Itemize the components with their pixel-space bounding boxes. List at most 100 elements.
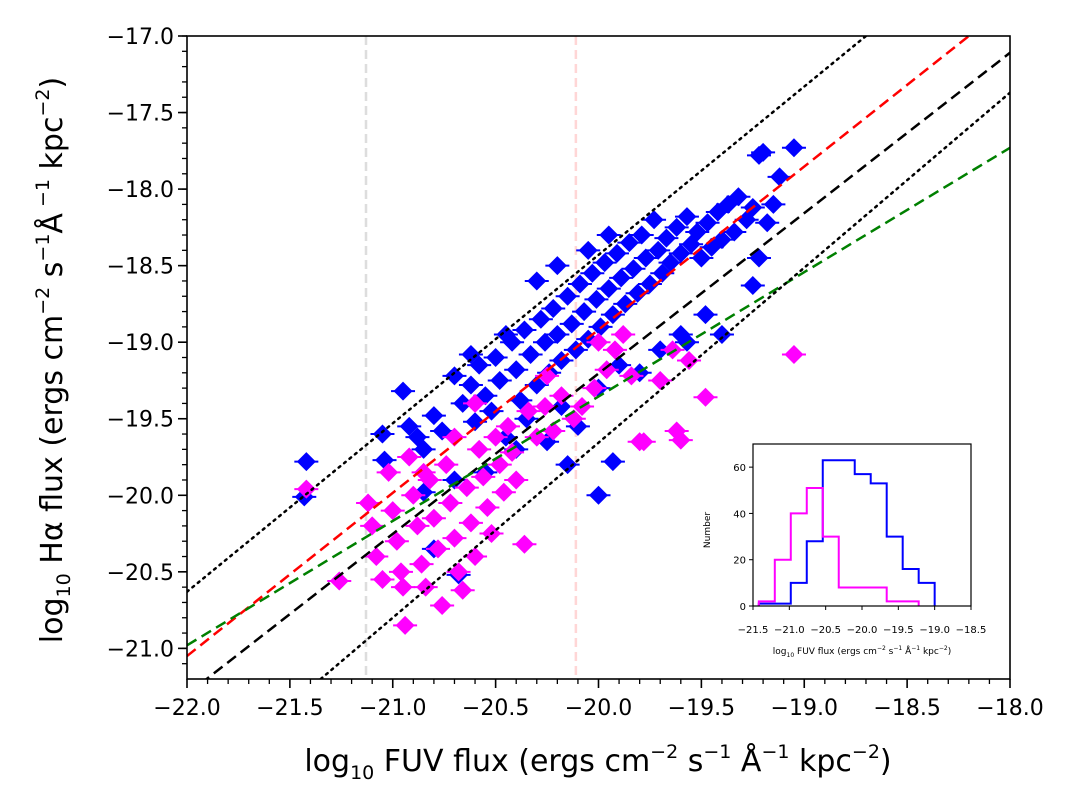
blue-point-78 xyxy=(784,138,804,158)
blue-point-102 xyxy=(461,344,481,364)
magenta-point-35 xyxy=(498,416,518,436)
blue-point-11 xyxy=(453,393,473,413)
magenta-point-2 xyxy=(358,493,378,513)
magenta-point-48 xyxy=(605,340,625,360)
magenta-point-0 xyxy=(296,479,316,499)
magenta-point-52 xyxy=(650,370,670,390)
inset-background xyxy=(753,444,971,606)
blue-point-106 xyxy=(527,271,547,291)
inset-x-tick-label-0: −21.5 xyxy=(738,625,769,636)
blue-point-62 xyxy=(687,222,707,242)
magenta-point-8 xyxy=(387,531,407,551)
blue-point-103 xyxy=(496,325,516,345)
one-to-one-line xyxy=(204,51,1010,679)
x-tick-label-8: −18.0 xyxy=(976,696,1043,721)
blue-point-74 xyxy=(753,142,773,162)
blue-point-57 xyxy=(661,253,681,273)
magenta-point-65 xyxy=(393,577,413,597)
y-tick-label-2: −20.0 xyxy=(107,484,174,509)
blue-point-64 xyxy=(698,213,718,233)
magenta-point-28 xyxy=(469,439,489,459)
magenta-point-5 xyxy=(372,569,392,589)
magenta-point-4 xyxy=(366,547,386,567)
blue-point-41 xyxy=(595,253,615,273)
magenta-point-17 xyxy=(424,508,444,528)
blue-point-104 xyxy=(578,240,598,260)
magenta-point-62 xyxy=(465,393,485,413)
blue-point-32 xyxy=(558,286,578,306)
blue-point-4 xyxy=(393,381,413,401)
blue-point-75 xyxy=(757,213,777,233)
blue-histogram-step xyxy=(757,459,936,606)
inset-x-tick-label-5: −19.0 xyxy=(919,625,950,636)
magenta-point-9 xyxy=(391,562,411,582)
inset-y-tick-label-0: 0 xyxy=(740,602,746,613)
inset-x-axis-title: log10 FUV flux (ergs cm−2 s−1 Å−1 kpc−2) xyxy=(773,645,951,659)
magenta-point-26 xyxy=(461,513,481,533)
magenta-point-42 xyxy=(543,421,563,441)
blue-point-101 xyxy=(671,325,691,345)
inset-x-tick-label-1: −21.0 xyxy=(774,625,805,636)
blue-point-33 xyxy=(562,314,582,334)
upper-dotted-line xyxy=(187,36,868,593)
magenta-point-24 xyxy=(453,580,473,600)
magenta-point-6 xyxy=(379,462,399,482)
x-axis-title: log10 FUV flux (ergs cm−2 s−1 Å−1 kpc−2) xyxy=(304,741,891,784)
magenta-point-64 xyxy=(414,462,434,482)
x-tick-label-3: −20.5 xyxy=(462,696,529,721)
x-tick-label-6: −19.0 xyxy=(771,696,838,721)
y-tick-label-5: −18.5 xyxy=(107,255,174,280)
blue-point-44 xyxy=(607,243,627,263)
blue-point-107 xyxy=(547,256,567,276)
inset-x-tick-label-2: −20.5 xyxy=(810,625,841,636)
blue-point-17 xyxy=(486,348,506,367)
x-tick-label-0: −22.0 xyxy=(153,696,220,721)
magenta-point-20 xyxy=(436,455,456,475)
blue-point-39 xyxy=(586,289,606,309)
blue-point-79 xyxy=(749,248,769,268)
magenta-point-22 xyxy=(444,528,464,548)
y-tick-label-6: −18.0 xyxy=(107,178,174,203)
inset-frame xyxy=(752,443,972,607)
blue-point-25 xyxy=(527,375,547,395)
blue-point-16 xyxy=(482,401,502,421)
x-tick-label-4: −20.0 xyxy=(565,696,632,721)
magenta-point-14 xyxy=(412,554,432,574)
blue-point-70 xyxy=(728,187,748,207)
blue-point-42 xyxy=(599,279,619,299)
blue-point-81 xyxy=(695,305,715,325)
magenta-point-63 xyxy=(444,427,464,447)
blue-point-26 xyxy=(531,309,551,329)
inset-x-tick-label-6: −18.5 xyxy=(956,625,987,636)
magenta-point-49 xyxy=(613,325,633,345)
blue-point-24 xyxy=(521,344,541,364)
y-tick-label-8: −17.0 xyxy=(107,25,174,50)
magenta-point-34 xyxy=(494,482,514,502)
plot-area xyxy=(187,36,1010,679)
magenta-point-41 xyxy=(535,396,555,416)
blue-point-2 xyxy=(372,424,392,444)
magenta-point-55 xyxy=(695,387,715,407)
x-tick-label-1: −21.5 xyxy=(256,696,323,721)
blue-point-27 xyxy=(535,332,555,352)
blue-point-8 xyxy=(424,406,444,426)
fit-green-line xyxy=(187,146,1010,647)
blue-point-96 xyxy=(444,470,464,490)
y-tick-label-7: −17.5 xyxy=(107,102,174,127)
blue-point-59 xyxy=(671,243,691,263)
blue-point-48 xyxy=(623,259,643,279)
blue-point-34 xyxy=(566,340,586,360)
blue-point-43 xyxy=(603,305,623,325)
magenta-point-46 xyxy=(584,378,604,398)
blue-point-7 xyxy=(414,439,434,459)
magenta-point-13 xyxy=(407,516,427,536)
magenta-point-59 xyxy=(784,344,804,364)
inset-y-tick-label-3: 60 xyxy=(733,463,746,474)
blue-point-77 xyxy=(770,167,790,187)
blue-point-95 xyxy=(650,340,670,360)
blue-point-18 xyxy=(490,370,510,390)
main-scatter-plot: −22.0 −21.5 −21.0 −20.5 −20.0 −19.5 −19.0 −18.5… xyxy=(32,25,1044,784)
blue-point-105 xyxy=(599,225,619,245)
blue-point-85 xyxy=(589,485,608,505)
y-axis-title: log10 Hα flux (ergs cm−2 s−1Å −1 kpc−2) xyxy=(32,77,75,643)
